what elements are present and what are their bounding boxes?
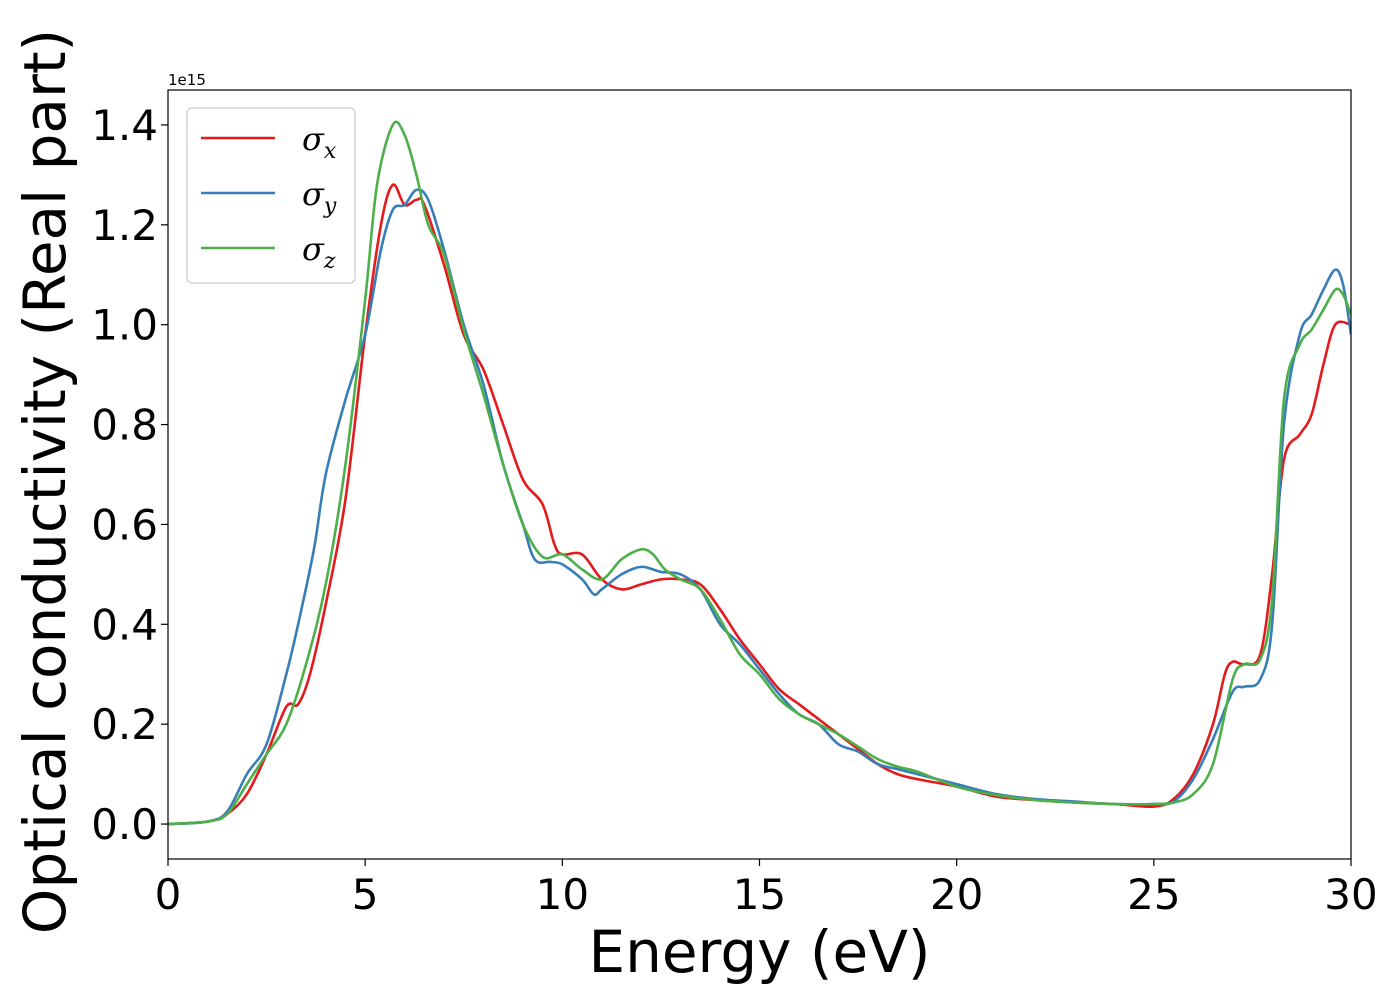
x-axis-label: Energy (eV)	[588, 918, 930, 986]
x-tick-label: 0	[155, 870, 182, 919]
series-line-x	[168, 183, 1351, 826]
y-tick-label: 0.8	[91, 401, 158, 450]
series-layer	[168, 120, 1351, 826]
legend-label-x: σx	[302, 120, 337, 164]
legend-box	[186, 107, 356, 284]
y-axis-label: Optical conductivity (Real part)	[11, 29, 79, 934]
legend-label-z: σz	[302, 230, 336, 274]
legend-label-subscript: x	[324, 139, 337, 164]
y-tick-label: 0.6	[91, 500, 158, 549]
y-tick-label: 1.2	[91, 201, 158, 250]
legend-label-y: σy	[302, 175, 337, 219]
x-tick-label: 10	[536, 870, 589, 919]
x-tick-label: 5	[352, 870, 379, 919]
plot-background	[168, 90, 1351, 859]
x-tick-label: 30	[1324, 870, 1377, 919]
legend-label-subscript: y	[323, 194, 337, 219]
x-tick-label: 20	[930, 870, 983, 919]
y-tick-label: 0.2	[91, 700, 158, 749]
y-tick-label: 0.4	[91, 600, 158, 649]
y-tick-label: 1.4	[91, 101, 158, 150]
axes-layer: 0 5 10 15 20 25 30 0.0 0.2 0.4 0.6 0.8 1.0 1.2 1.4 1e15…	[11, 29, 1378, 986]
y-tick-label: 1.0	[91, 301, 158, 350]
legend-label-base: σ	[302, 175, 325, 213]
plot-area	[168, 90, 1351, 859]
x-tick-label: 25	[1127, 870, 1180, 919]
legend-label-subscript: z	[323, 249, 336, 274]
y-tick-label: 0.0	[91, 800, 158, 849]
legend-label-base: σ	[302, 120, 325, 158]
series-line-z	[168, 120, 1351, 826]
legend-label-base: σ	[302, 230, 325, 268]
x-tick-label: 15	[733, 870, 786, 919]
y-offset-label: 1e15	[168, 71, 206, 89]
